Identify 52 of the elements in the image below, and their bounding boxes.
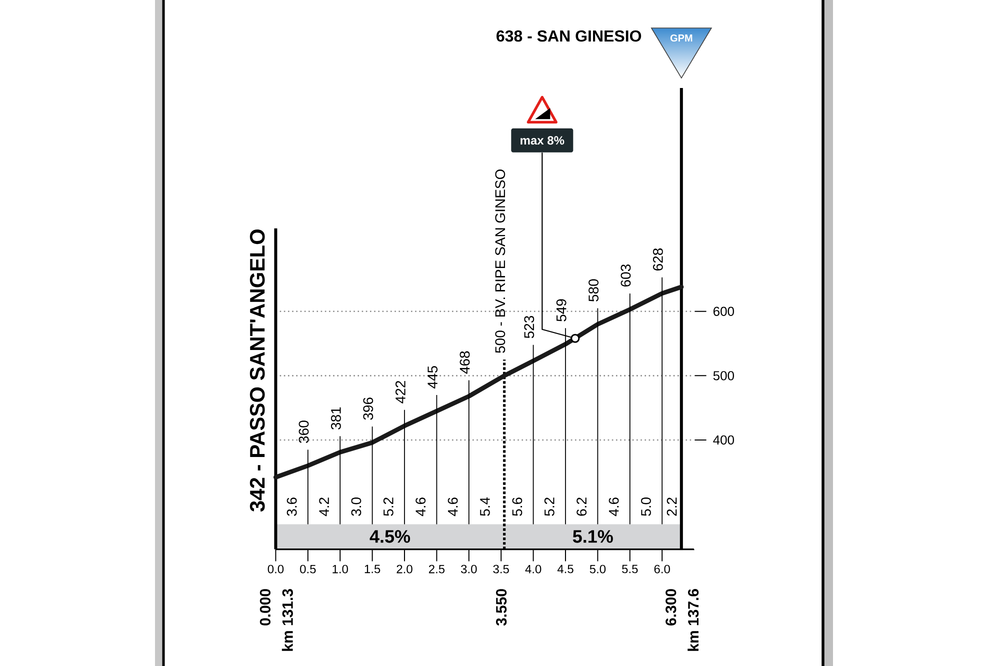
annotation: 3.0 xyxy=(351,497,362,516)
data-label: 500 - BV. RIPE SAN GINESO xyxy=(495,169,506,353)
x-tick-label: 3.0 xyxy=(461,564,477,574)
x-tick-label: 5.0 xyxy=(590,564,606,574)
x-tick-label: 4.5 xyxy=(557,564,574,574)
data-label: 603 xyxy=(620,264,631,287)
data-label: 381 xyxy=(330,407,341,430)
annotation: 5.4 xyxy=(480,497,490,516)
annotation: 5.2 xyxy=(383,498,394,516)
x-tick-label: 4.0 xyxy=(525,564,542,574)
data-label: 422 xyxy=(396,380,406,404)
annotation: 4.2 xyxy=(319,498,329,516)
x-tick-label: 1.0 xyxy=(332,564,348,574)
text: km 131.3 xyxy=(282,589,293,651)
text: km 137.6 xyxy=(688,589,699,651)
annotation: 4.6 xyxy=(448,498,458,516)
chart-title: 638 - SAN GINESIO xyxy=(496,30,642,42)
annotation: max 8% xyxy=(520,136,564,145)
y-tick-label: 500 xyxy=(713,371,734,380)
data-label: 396 xyxy=(363,398,374,420)
annotation: 6.2 xyxy=(576,498,587,516)
data-label: 549 xyxy=(556,299,566,322)
x-tick-label: 6.0 xyxy=(654,564,670,574)
band-label: 4.5% xyxy=(370,530,410,543)
x-tick-label: 2.0 xyxy=(396,564,412,574)
data-label: 342 - PASSO SANT'ANGELO xyxy=(250,230,265,512)
ref-line-label: 6.300 xyxy=(666,589,676,626)
x-tick-label: 0.0 xyxy=(268,564,284,574)
data-label: 360 xyxy=(298,420,309,443)
x-tick-label: 2.5 xyxy=(428,564,445,574)
x-tick-label: 0.5 xyxy=(300,564,316,574)
annotation: 4.6 xyxy=(608,498,619,516)
annotation: 4.6 xyxy=(416,498,426,516)
ref-line-label: 3.550 xyxy=(496,589,507,626)
annotation: 3.6 xyxy=(286,498,297,516)
x-tick-label: 5.5 xyxy=(622,564,638,574)
x-tick-label: 3.5 xyxy=(493,564,509,574)
annotation: 5.2 xyxy=(544,498,554,516)
y-tick-label: 400 xyxy=(713,435,734,445)
annotation: 5.6 xyxy=(512,498,522,516)
text: GPM xyxy=(670,34,692,42)
annotation: 2.2 xyxy=(666,498,677,516)
data-label: 580 xyxy=(588,279,599,302)
band-label: 5.1% xyxy=(572,530,613,543)
data-label: 523 xyxy=(524,316,534,338)
data-label: 445 xyxy=(428,366,438,389)
annotation: 5.0 xyxy=(641,497,651,516)
data-label: 628 xyxy=(652,248,663,270)
data-label: 468 xyxy=(460,351,470,374)
y-tick-label: 600 xyxy=(713,306,734,316)
ref-line-label: 0.000 xyxy=(260,589,270,626)
x-tick-label: 1.5 xyxy=(364,564,380,574)
